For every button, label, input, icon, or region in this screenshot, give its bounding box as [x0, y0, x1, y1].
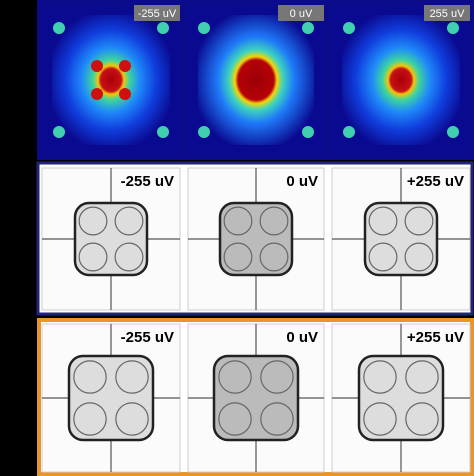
map-glow [198, 15, 314, 145]
panel: 0 uV [187, 323, 325, 473]
lobe [363, 360, 397, 394]
lobe [115, 402, 149, 436]
red-spot [91, 88, 103, 100]
label-box [278, 5, 324, 21]
panel-label: +255 uV [407, 173, 464, 190]
panel: 0 uV [187, 167, 325, 311]
label-box [134, 5, 180, 21]
lobe [223, 242, 253, 272]
red-spot [91, 60, 103, 72]
panel-label: 255 uV [430, 8, 466, 20]
hot-spot [447, 126, 459, 138]
panel-label: 0 uV [286, 329, 318, 346]
map-glow [52, 15, 170, 145]
lobe [260, 360, 294, 394]
map-glow [342, 15, 460, 145]
lobe [73, 360, 107, 394]
hot-spot [53, 22, 65, 34]
hot-spot [302, 22, 314, 34]
lobe [114, 242, 144, 272]
panel: +255 uV [331, 167, 471, 311]
panel-label: 0 uV [290, 8, 313, 20]
panel: 0 uV [188, 5, 324, 155]
hot-spot [343, 126, 355, 138]
lobe [404, 206, 434, 236]
lobe [404, 242, 434, 272]
panel-label: -255 uV [121, 329, 174, 346]
red-spot [119, 60, 131, 72]
panel-label: 0 uV [286, 173, 318, 190]
panel: 255 uV [332, 5, 470, 155]
hot-spot [302, 126, 314, 138]
pocket [218, 201, 294, 277]
hot-spot [198, 126, 210, 138]
lobe [368, 206, 398, 236]
panel: -255 uV [41, 167, 181, 311]
lobe [259, 206, 289, 236]
lobe [78, 206, 108, 236]
lobe [218, 402, 252, 436]
hot-spot [447, 22, 459, 34]
pocket [363, 201, 439, 277]
hot-spot [157, 126, 169, 138]
lobe [405, 360, 439, 394]
lobe [223, 206, 253, 236]
pocket [212, 354, 300, 442]
panel-label: -255 uV [138, 8, 177, 20]
pocket [73, 201, 149, 277]
lobe [114, 206, 144, 236]
pocket [357, 354, 445, 442]
label-box [424, 5, 470, 21]
lobe [259, 242, 289, 272]
lobe [368, 242, 398, 272]
lobe [405, 402, 439, 436]
panel-label: -255 uV [121, 173, 174, 190]
hot-spot [198, 22, 210, 34]
panel: -255 uV [42, 5, 180, 155]
hot-spot [53, 126, 65, 138]
panel: +255 uV [331, 323, 471, 473]
lobe [73, 402, 107, 436]
lobe [218, 360, 252, 394]
panel-label: +255 uV [407, 329, 464, 346]
lobe [363, 402, 397, 436]
lobe [78, 242, 108, 272]
hot-spot [157, 22, 169, 34]
lobe [260, 402, 294, 436]
lobe [115, 360, 149, 394]
hot-spot [343, 22, 355, 34]
pocket [67, 354, 155, 442]
panel: -255 uV [41, 323, 181, 473]
red-spot [119, 88, 131, 100]
